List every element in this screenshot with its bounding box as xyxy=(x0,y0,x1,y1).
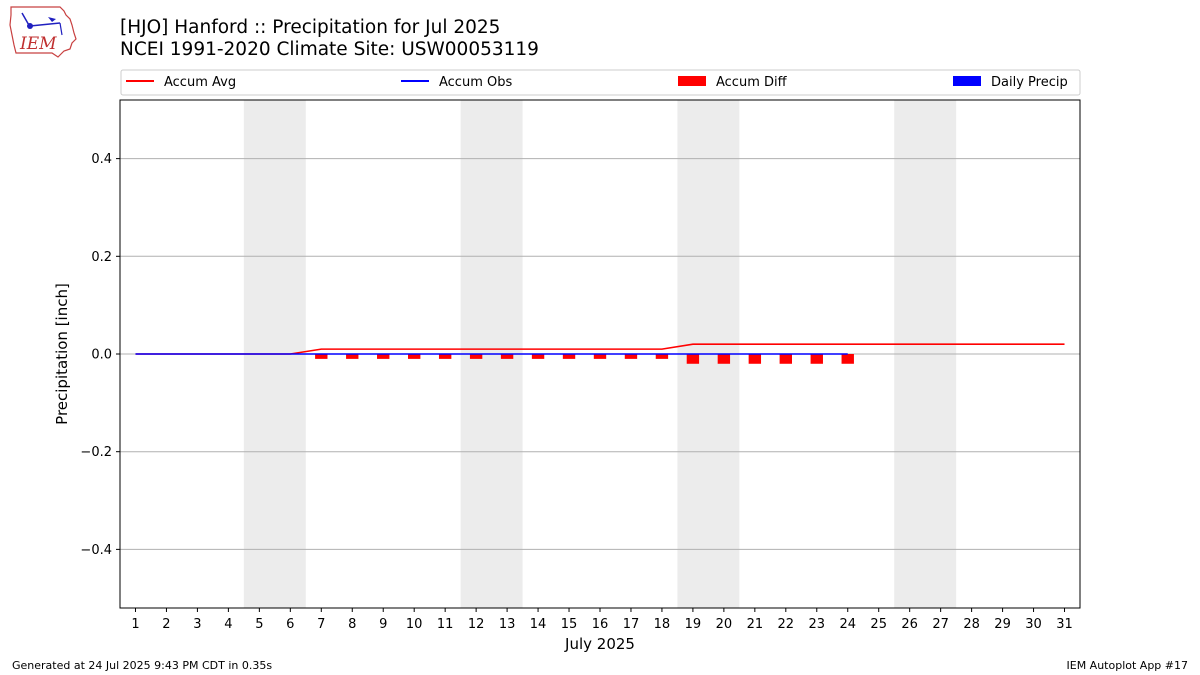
y-tick-label: 0.2 xyxy=(91,250,112,265)
x-tick-label: 10 xyxy=(406,617,423,632)
accum-diff-bar xyxy=(717,354,731,364)
app-label: IEM Autoplot App #17 xyxy=(1066,659,1189,672)
accum-diff-bar xyxy=(748,354,762,364)
x-tick-label: 1 xyxy=(131,617,139,632)
x-tick-label: 4 xyxy=(224,617,232,632)
axes: −0.4−0.20.00.20.41 2 3 4 5 6 7 8 9 10 11 12 13 14 15 16… xyxy=(80,152,1072,632)
y-axis-label: Precipitation [inch] xyxy=(53,283,71,425)
accum-diff-bar xyxy=(408,354,421,359)
accum-diff-bar xyxy=(779,354,792,364)
x-tick-label: 19 xyxy=(685,617,702,632)
accum-diff-bar xyxy=(686,354,700,364)
legend-swatch-daily-precip xyxy=(953,76,981,86)
accum-diff-bar xyxy=(624,354,638,359)
legend-label-accum-avg: Accum Avg xyxy=(164,75,236,90)
accum-diff-bar xyxy=(315,354,328,359)
x-tick-label: 25 xyxy=(870,617,887,632)
x-tick-label: 21 xyxy=(747,617,764,632)
x-tick-label: 7 xyxy=(317,617,325,632)
x-tick-label: 26 xyxy=(901,617,918,632)
x-tick-label: 9 xyxy=(379,617,387,632)
x-tick-label: 14 xyxy=(530,617,547,632)
x-tick-label: 30 xyxy=(1025,617,1042,632)
x-tick-label: 31 xyxy=(1056,617,1073,632)
y-tick-label: 0.4 xyxy=(91,152,112,167)
x-tick-label: 13 xyxy=(499,617,516,632)
accum-diff-bar xyxy=(810,354,823,364)
y-tick-label: −0.4 xyxy=(80,543,112,558)
x-tick-label: 12 xyxy=(468,617,485,632)
x-tick-label: 17 xyxy=(623,617,640,632)
accum-diff-bar xyxy=(655,354,669,359)
y-tick-label: −0.2 xyxy=(80,445,112,460)
x-tick-label: 23 xyxy=(809,617,826,632)
logo-text: IEM xyxy=(19,34,57,54)
accum-diff-bar xyxy=(346,354,359,359)
accum-diff-bar xyxy=(469,354,483,359)
x-tick-label: 22 xyxy=(778,617,795,632)
accum-diff-bar xyxy=(531,354,545,359)
chart-title: [HJO] Hanford :: Precipitation for Jul 2… xyxy=(120,17,501,38)
x-tick-label: 5 xyxy=(255,617,263,632)
x-tick-label: 18 xyxy=(654,617,671,632)
iem-logo: IEM xyxy=(8,5,80,59)
legend: Accum Avg Accum Obs Accum Diff Daily Precip xyxy=(120,69,1081,96)
x-tick-label: 20 xyxy=(716,617,733,632)
accum-diff-bar xyxy=(438,354,452,359)
bar-marks xyxy=(315,354,854,364)
legend-label-accum-diff: Accum Diff xyxy=(716,75,788,90)
x-tick-label: 28 xyxy=(963,617,980,632)
line-marks xyxy=(135,343,1065,355)
legend-label-daily-precip: Daily Precip xyxy=(991,75,1068,90)
accum-diff-bar xyxy=(841,354,854,364)
x-tick-label: 2 xyxy=(162,617,170,632)
x-tick-label: 8 xyxy=(348,617,356,632)
x-tick-label: 27 xyxy=(932,617,949,632)
x-tick-label: 16 xyxy=(592,617,609,632)
chart-subtitle: NCEI 1991-2020 Climate Site: USW00053119 xyxy=(120,39,539,60)
x-tick-label: 11 xyxy=(437,617,454,632)
x-tick-label: 29 xyxy=(994,617,1011,632)
x-tick-label: 24 xyxy=(839,617,856,632)
legend-box xyxy=(120,69,1081,96)
x-tick-label: 15 xyxy=(561,617,578,632)
generated-timestamp: Generated at 24 Jul 2025 9:43 PM CDT in … xyxy=(12,659,273,672)
iem-logo-graphic: IEM xyxy=(9,6,77,58)
x-tick-label: 3 xyxy=(193,617,201,632)
accum-diff-bar xyxy=(562,354,576,359)
accum-diff-bar xyxy=(377,354,390,359)
legend-label-accum-obs: Accum Obs xyxy=(439,75,512,90)
accum-diff-bar xyxy=(593,354,607,359)
legend-swatch-accum-diff xyxy=(678,76,706,86)
y-tick-label: 0.0 xyxy=(91,348,112,363)
x-tick-label: 6 xyxy=(286,617,294,632)
accum-diff-bar xyxy=(500,354,514,359)
x-axis-label: July 2025 xyxy=(564,635,635,653)
